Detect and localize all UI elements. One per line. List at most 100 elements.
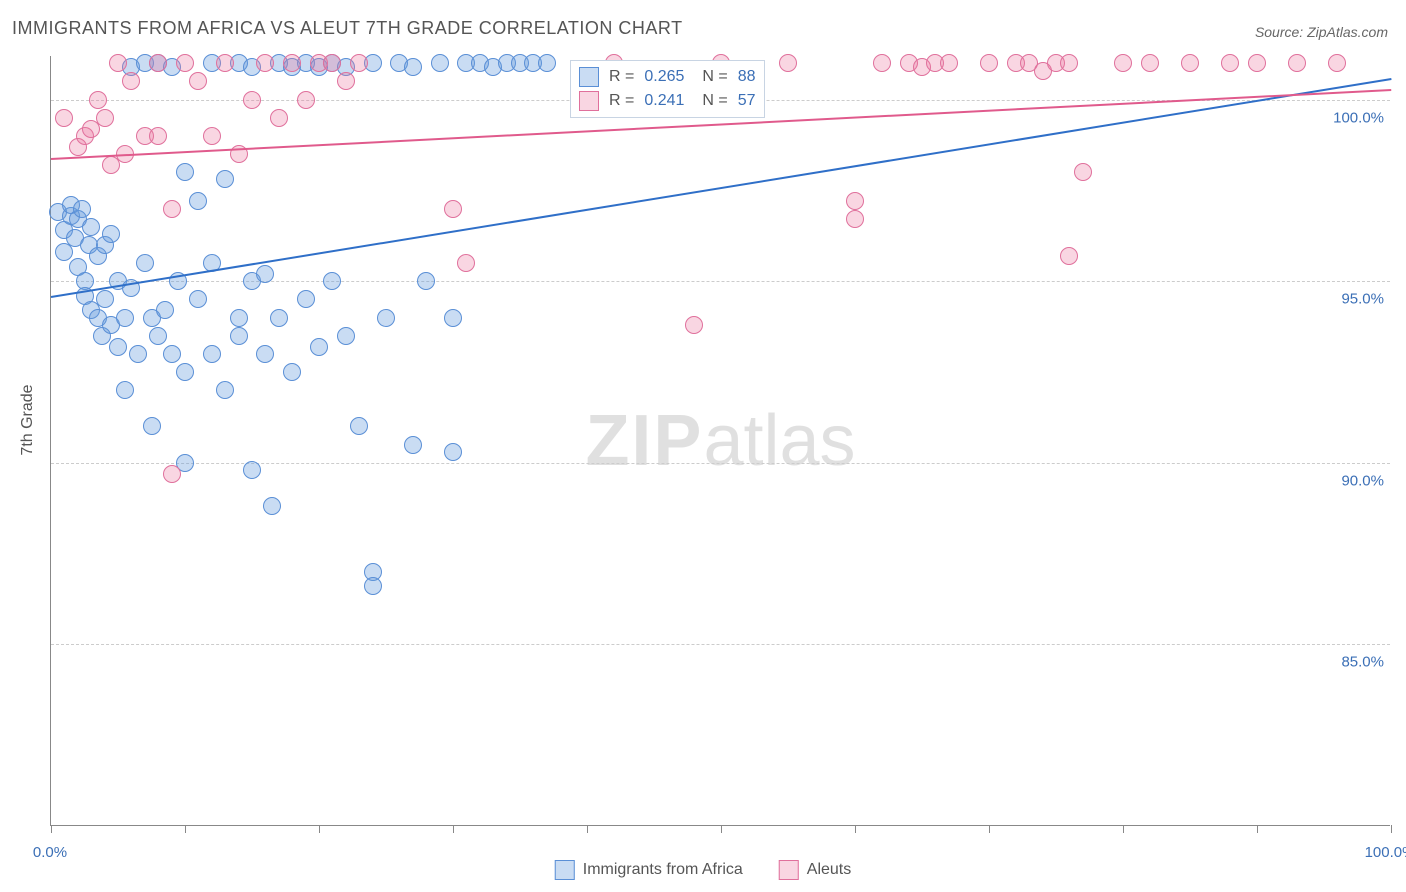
- data-point: [109, 54, 127, 72]
- y-tick-label: 85.0%: [1341, 654, 1384, 671]
- x-tick: [721, 825, 722, 833]
- data-point: [82, 218, 100, 236]
- legend-swatch: [579, 91, 599, 111]
- data-point: [156, 301, 174, 319]
- data-point: [176, 54, 194, 72]
- r-value: 0.241: [644, 92, 684, 110]
- watermark-atlas: atlas: [703, 401, 855, 481]
- data-point: [189, 192, 207, 210]
- legend-swatch: [555, 860, 575, 880]
- data-point: [283, 363, 301, 381]
- data-point: [404, 58, 422, 76]
- legend-label: Immigrants from Africa: [583, 861, 743, 879]
- y-tick-label: 100.0%: [1333, 109, 1384, 126]
- data-point: [96, 109, 114, 127]
- data-point: [350, 417, 368, 435]
- x-tick: [587, 825, 588, 833]
- plot-area: ZIPatlas 85.0% 90.0% 95.0% 100.0%: [50, 56, 1390, 826]
- x-tick: [989, 825, 990, 833]
- r-label: R =: [609, 92, 634, 110]
- n-label: N =: [702, 68, 727, 86]
- watermark: ZIPatlas: [585, 400, 855, 482]
- legend-item: Immigrants from Africa: [555, 860, 743, 880]
- n-label: N =: [702, 92, 727, 110]
- source-attribution: Source: ZipAtlas.com: [1255, 24, 1388, 40]
- data-point: [377, 309, 395, 327]
- data-point: [129, 345, 147, 363]
- data-point: [980, 54, 998, 72]
- data-point: [1060, 54, 1078, 72]
- y-axis-label: 7th Grade: [19, 384, 37, 455]
- data-point: [243, 91, 261, 109]
- data-point: [89, 91, 107, 109]
- data-point: [297, 290, 315, 308]
- data-point: [457, 254, 475, 272]
- y-tick-label: 95.0%: [1341, 291, 1384, 308]
- data-point: [940, 54, 958, 72]
- data-point: [243, 461, 261, 479]
- x-tick: [185, 825, 186, 833]
- data-point: [116, 381, 134, 399]
- data-point: [263, 497, 281, 515]
- legend: Immigrants from Africa Aleuts: [555, 860, 852, 880]
- data-point: [364, 577, 382, 595]
- data-point: [122, 72, 140, 90]
- data-point: [404, 436, 422, 454]
- x-tick: [51, 825, 52, 833]
- data-point: [779, 54, 797, 72]
- data-point: [116, 309, 134, 327]
- data-point: [189, 290, 207, 308]
- n-value: 88: [738, 68, 756, 86]
- correlation-stats-box: R = 0.265 N = 88 R = 0.241 N = 57: [570, 60, 765, 118]
- data-point: [270, 309, 288, 327]
- x-tick: [1391, 825, 1392, 833]
- data-point: [189, 72, 207, 90]
- data-point: [96, 290, 114, 308]
- data-point: [283, 54, 301, 72]
- data-point: [102, 225, 120, 243]
- gridline: [51, 644, 1390, 645]
- data-point: [323, 272, 341, 290]
- data-point: [846, 210, 864, 228]
- x-tick: [319, 825, 320, 833]
- data-point: [230, 309, 248, 327]
- data-point: [310, 338, 328, 356]
- data-point: [109, 338, 127, 356]
- data-point: [256, 345, 274, 363]
- data-point: [873, 54, 891, 72]
- legend-item: Aleuts: [779, 860, 851, 880]
- data-point: [230, 327, 248, 345]
- x-tick: [1123, 825, 1124, 833]
- data-point: [337, 72, 355, 90]
- data-point: [136, 254, 154, 272]
- data-point: [444, 200, 462, 218]
- data-point: [176, 163, 194, 181]
- data-point: [337, 327, 355, 345]
- x-tick-label: 100.0%: [1365, 844, 1406, 861]
- data-point: [143, 417, 161, 435]
- data-point: [149, 127, 167, 145]
- data-point: [55, 109, 73, 127]
- stats-row: R = 0.265 N = 88: [579, 65, 756, 89]
- data-point: [846, 192, 864, 210]
- x-tick: [855, 825, 856, 833]
- source-link[interactable]: ZipAtlas.com: [1307, 24, 1388, 40]
- data-point: [163, 200, 181, 218]
- data-point: [1074, 163, 1092, 181]
- data-point: [149, 327, 167, 345]
- data-point: [176, 363, 194, 381]
- x-tick-label: 0.0%: [33, 844, 67, 861]
- data-point: [256, 265, 274, 283]
- data-point: [163, 465, 181, 483]
- data-point: [685, 316, 703, 334]
- data-point: [323, 54, 341, 72]
- n-value: 57: [738, 92, 756, 110]
- r-value: 0.265: [644, 68, 684, 86]
- y-tick-label: 90.0%: [1341, 472, 1384, 489]
- data-point: [1141, 54, 1159, 72]
- legend-label: Aleuts: [807, 861, 851, 879]
- data-point: [203, 127, 221, 145]
- chart-title: IMMIGRANTS FROM AFRICA VS ALEUT 7TH GRAD…: [12, 18, 683, 39]
- r-label: R =: [609, 68, 634, 86]
- data-point: [73, 200, 91, 218]
